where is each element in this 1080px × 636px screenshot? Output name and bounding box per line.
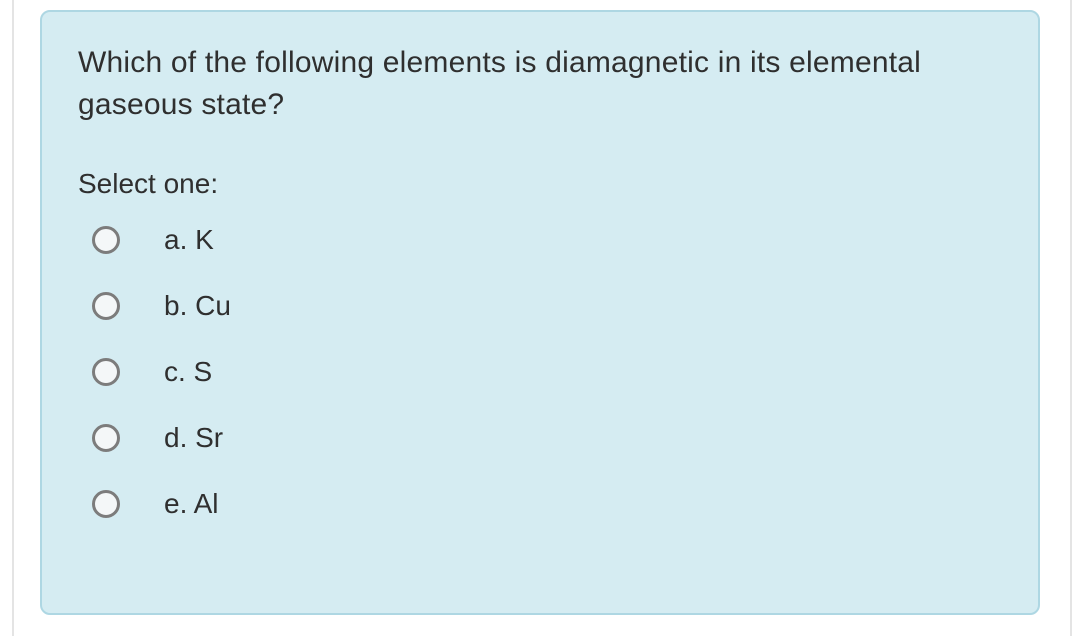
option-label: d. Sr [164, 422, 223, 454]
radio-icon[interactable] [92, 292, 120, 320]
question-text: Which of the following elements is diama… [78, 42, 1002, 126]
option-e[interactable]: e. Al [92, 488, 1002, 520]
edge-line-left [12, 0, 14, 636]
options-list: a. K b. Cu c. S d. Sr e. Al [78, 224, 1002, 520]
radio-icon[interactable] [92, 424, 120, 452]
option-label: a. K [164, 224, 214, 256]
edge-line-right [1070, 0, 1072, 636]
option-c[interactable]: c. S [92, 356, 1002, 388]
radio-icon[interactable] [92, 358, 120, 386]
option-label: b. Cu [164, 290, 231, 322]
select-one-label: Select one: [78, 168, 1002, 200]
option-label: c. S [164, 356, 212, 388]
option-d[interactable]: d. Sr [92, 422, 1002, 454]
question-card: Which of the following elements is diama… [40, 10, 1040, 615]
page: Which of the following elements is diama… [0, 0, 1080, 636]
radio-icon[interactable] [92, 490, 120, 518]
option-label: e. Al [164, 488, 218, 520]
option-a[interactable]: a. K [92, 224, 1002, 256]
option-b[interactable]: b. Cu [92, 290, 1002, 322]
radio-icon[interactable] [92, 226, 120, 254]
